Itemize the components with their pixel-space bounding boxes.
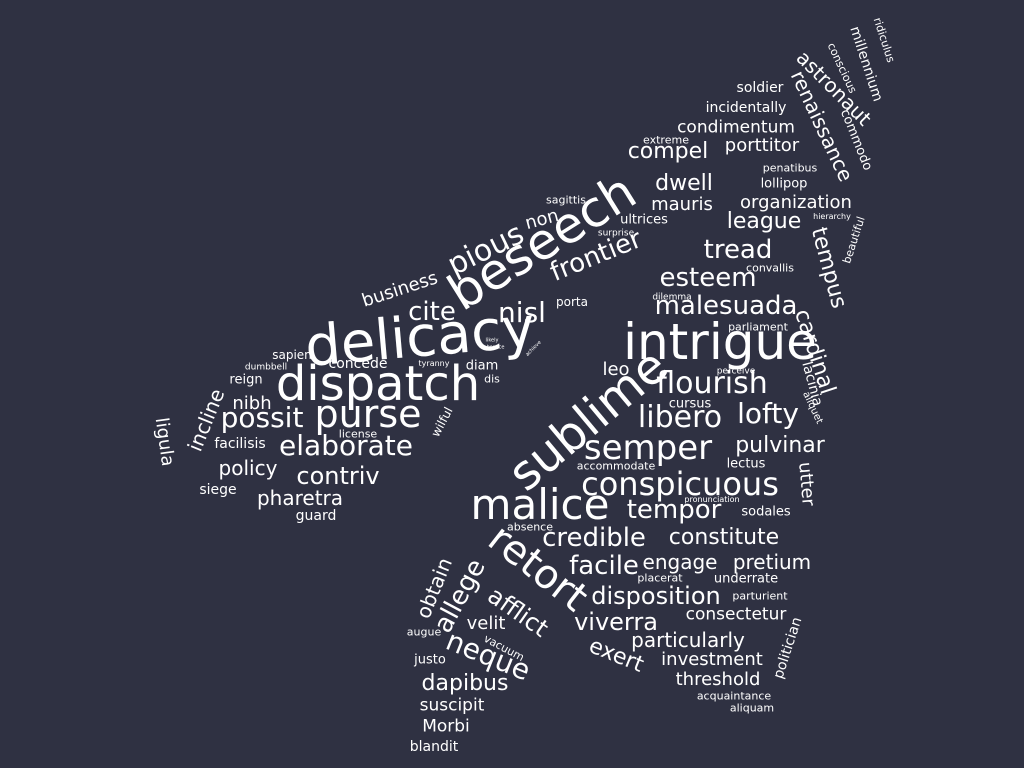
word: sodales (741, 504, 791, 520)
word: malesuada (654, 291, 798, 321)
word: parturient (732, 589, 788, 603)
word: utter (794, 461, 819, 507)
word: lollipop (760, 176, 808, 192)
word: soldier (736, 80, 784, 96)
word: suscipit (419, 695, 485, 716)
word: organization (740, 192, 852, 213)
word: mauris (651, 194, 713, 215)
word: purse (314, 392, 422, 436)
word: lectus (726, 456, 766, 472)
word: condimentum (677, 117, 795, 138)
word: hierarchy (813, 212, 851, 221)
word: viverra (574, 608, 658, 636)
word: semper (583, 428, 713, 468)
word: politician (770, 615, 806, 681)
word: dwell (655, 171, 713, 196)
word: extreme (643, 133, 689, 147)
word: dapibus (421, 671, 509, 696)
word: beautiful (840, 214, 868, 266)
word: libero (637, 400, 723, 435)
word: lofty (737, 397, 799, 430)
word: porttitor (724, 135, 800, 156)
word: surprise (597, 228, 635, 239)
word: contriv (296, 462, 380, 490)
word: disposition (591, 582, 721, 610)
word: policy (218, 456, 278, 480)
word: dilemma (652, 292, 692, 303)
word: leo (602, 359, 630, 380)
word: malice (470, 480, 610, 529)
word: penatibus (762, 161, 818, 175)
word: conspicuous (581, 465, 779, 503)
word: perceive (716, 366, 756, 377)
word: tread (703, 235, 773, 265)
word: flourish (656, 366, 768, 401)
word: concede (328, 356, 388, 372)
word: ligula (150, 416, 179, 468)
word: convallis (746, 261, 794, 275)
word: esteem (659, 263, 757, 293)
word: parliament (728, 320, 788, 334)
word: cite (408, 297, 456, 327)
word: reign (229, 372, 263, 388)
word: porta (556, 295, 588, 309)
word: dis (484, 372, 500, 386)
word: constitute (668, 525, 780, 550)
word: aliquam (729, 701, 775, 715)
word: accommodate (576, 459, 656, 473)
word: nisl (498, 296, 546, 329)
word: pretium (732, 550, 812, 574)
word: augue (406, 625, 442, 639)
word: ridiculus (870, 15, 898, 65)
word: guard (295, 508, 337, 524)
word: cursus (668, 396, 712, 412)
word: tempor (626, 495, 722, 525)
word: underrate (713, 571, 779, 587)
word: acquaintance (696, 689, 772, 703)
word: facile (569, 551, 639, 581)
word: investment (661, 649, 763, 670)
word: credible (542, 523, 646, 553)
word: nibh (232, 393, 272, 414)
word: absence (506, 520, 554, 534)
word: license (338, 427, 378, 441)
word: blandit (409, 739, 459, 755)
word: particularly (631, 628, 745, 652)
word: consectetur (685, 604, 787, 625)
word: elaborate (279, 429, 413, 462)
word: tempus (805, 224, 852, 312)
word: dispatch (275, 356, 481, 412)
word: ultrices (620, 212, 668, 228)
word: diam (465, 358, 499, 374)
word: dumbbell (244, 362, 288, 373)
word: threshold (675, 669, 761, 690)
word: facilisis (214, 436, 266, 452)
word: incidentally (705, 100, 787, 116)
word: Morbi (422, 716, 470, 737)
word: sagittis (546, 193, 586, 207)
word: absence (483, 344, 505, 351)
word: league (726, 209, 802, 234)
word: velit (466, 613, 506, 634)
word: pulvinar (735, 433, 825, 458)
word: siege (199, 482, 237, 498)
word: placerat (637, 571, 683, 585)
word: intrigue (623, 313, 817, 371)
word: compel (627, 139, 709, 164)
word: possit (220, 401, 304, 434)
word: justo (414, 652, 446, 668)
word: pharetra (256, 486, 344, 510)
word: engage (642, 550, 718, 574)
word: sapien (272, 348, 312, 362)
word: pronunciation (684, 495, 740, 504)
word: likely (485, 337, 499, 344)
word: tyranny (418, 359, 450, 368)
